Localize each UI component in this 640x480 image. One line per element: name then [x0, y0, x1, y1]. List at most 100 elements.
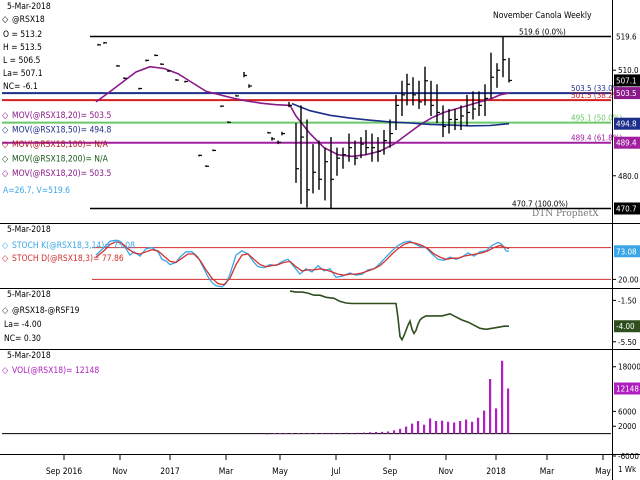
diamond-icon: ◇	[2, 111, 9, 121]
diamond-icon: ◇	[2, 254, 9, 264]
spread-date: 5-Mar-2018	[7, 290, 51, 300]
stoch-d-label: STOCH D(@RSX18,3)= 77.86	[12, 254, 124, 264]
x-tick-label: Sep	[383, 467, 398, 477]
volume-bar	[309, 433, 312, 434]
price-panel: 519.6 (0.0%) 503.5 (33.0%)501.5 (38.2%) 49…	[2, 2, 640, 219]
y-tick-label: 20.00	[618, 275, 639, 284]
volume-bar	[477, 417, 480, 434]
volume-bar	[297, 433, 300, 435]
volume-bar	[285, 433, 288, 435]
y-tick-label: -6000	[618, 452, 639, 461]
axis-value-tag-bg	[614, 320, 640, 333]
fib-level-label: 495.1 (50.0%)	[571, 114, 623, 123]
volume-bar	[357, 432, 360, 434]
axis-value-tag: 12148	[616, 385, 639, 394]
time-x-axis: Sep 2016 Nov 2017 Mar May Jul Sep Nov 2018 Mar May	[46, 455, 611, 477]
volume-bar	[363, 432, 366, 434]
axis-value-tag-bg	[614, 74, 640, 87]
y-tick-label: 480.0	[618, 172, 639, 181]
volume-bar	[291, 433, 294, 435]
volume-y-axis: 18000 6000 2000 -6000 12148	[613, 363, 640, 461]
stoch-lines	[95, 239, 510, 288]
x-tick-label: Mar	[540, 467, 555, 477]
volume-bar	[387, 431, 390, 434]
diamond-icon: ◇	[2, 140, 9, 150]
volume-bar	[333, 433, 336, 434]
spread-line-path	[289, 290, 509, 342]
axis-value-tag-bg	[614, 30, 640, 43]
watermark: DTN ProphetX	[532, 209, 599, 219]
ohlc-readout-line: H = 513.5	[3, 43, 42, 53]
axis-value-tag: 503.5	[616, 89, 637, 98]
volume-bar	[327, 432, 330, 434]
volume-bar	[417, 421, 420, 434]
volume-bar	[453, 422, 456, 434]
volume-bar	[351, 432, 354, 434]
volume-bar	[266, 433, 269, 435]
stoch-y-axis: 20.00 73.08	[613, 245, 640, 284]
volume-label: VOL(@RSX18)= 12148	[12, 366, 99, 376]
spread-last: La= -4.00	[4, 320, 42, 330]
price-bars	[97, 36, 512, 209]
stoch-reference-lines	[92, 247, 611, 280]
volume-bar	[447, 421, 450, 434]
diamond-icon: ◇	[2, 155, 9, 165]
volume-bar	[507, 388, 510, 434]
x-tick-label: 2017	[160, 467, 180, 477]
x-tick-label: Jul	[330, 467, 340, 477]
volume-bar	[279, 433, 282, 435]
axis-value-tag-bg	[614, 117, 640, 130]
volume-bar	[501, 360, 504, 434]
volume-bar	[435, 421, 438, 434]
moving-average-line	[291, 102, 510, 127]
volume-bar	[381, 431, 384, 434]
y-tick-label: 18000	[618, 363, 640, 372]
stoch-date: 5-Mar-2018	[7, 225, 51, 235]
volume-bar	[405, 426, 408, 434]
volume-bar	[459, 421, 462, 434]
axis-value-tag: -4.00	[616, 322, 635, 331]
spread-change: NC= 0.30	[4, 334, 41, 344]
volume-bar	[315, 433, 318, 434]
x-tick-label: Nov	[113, 467, 128, 477]
indicator-label: MOV(@RSX18,100)= N/A	[12, 140, 109, 150]
ohlc-readout: O = 513.2 H = 513.5 L = 506.5 La= 507.1 NC= …	[3, 30, 43, 92]
y-tick-label: 510.0	[618, 66, 639, 75]
fib-level-label: 503.5 (33.0%)	[571, 84, 623, 93]
spread-symbol: @RSX18-@RSF19	[12, 306, 80, 316]
volume-bar	[393, 430, 396, 434]
axis-value-tag: 494.8	[616, 120, 637, 129]
volume-bar	[303, 433, 306, 435]
volume-bar	[465, 419, 468, 434]
diamond-icon: ◇	[2, 241, 9, 251]
spread-y-axis: -1.50 -5.50 -4.00	[613, 296, 640, 347]
x-tick-label: Nov	[439, 467, 454, 477]
axis-value-tag-bg	[614, 136, 640, 149]
stoch-line	[95, 239, 510, 288]
price-date: 5-Mar-2018	[7, 2, 51, 12]
x-tick-label: 2018	[486, 467, 506, 477]
stoch-panel: 5-Mar-2018 ◇ STOCH K(@RSX18,3,14)= 73.08…	[2, 225, 640, 288]
y-tick-label: -1.50	[618, 296, 637, 305]
fib-level-label: 519.6 (0.0%)	[519, 27, 566, 36]
x-tick-label: May	[595, 467, 611, 477]
volume-bar	[399, 428, 402, 434]
volume-bar	[489, 379, 492, 434]
ohlc-readout-line: L = 506.5	[3, 56, 41, 66]
volume-bar	[345, 432, 348, 434]
volume-bar	[471, 421, 474, 434]
volume-panel: 5-Mar-2018 ◇ VOL(@RSX18)= 12148 18000 600…	[2, 351, 640, 461]
volume-date: 5-Mar-2018	[7, 351, 51, 361]
spread-panel: 5-Mar-2018 ◇ @RSX18-@RSF19 La= -4.00 NC=…	[2, 290, 640, 347]
fib-level-label: 489.4 (61.8%)	[571, 134, 623, 143]
y-tick-label: -5.50	[618, 338, 637, 347]
volume-bars	[2, 360, 611, 435]
period-label: 1 Wk	[618, 465, 637, 474]
x-tick-label: Sep 2016	[46, 467, 82, 477]
indicator-label: MOV(@RSX18,20)= 503.5	[12, 111, 111, 121]
stoch-k-label: STOCH K(@RSX18,3,14)= 73.08	[12, 241, 135, 251]
volume-bar	[441, 420, 444, 434]
